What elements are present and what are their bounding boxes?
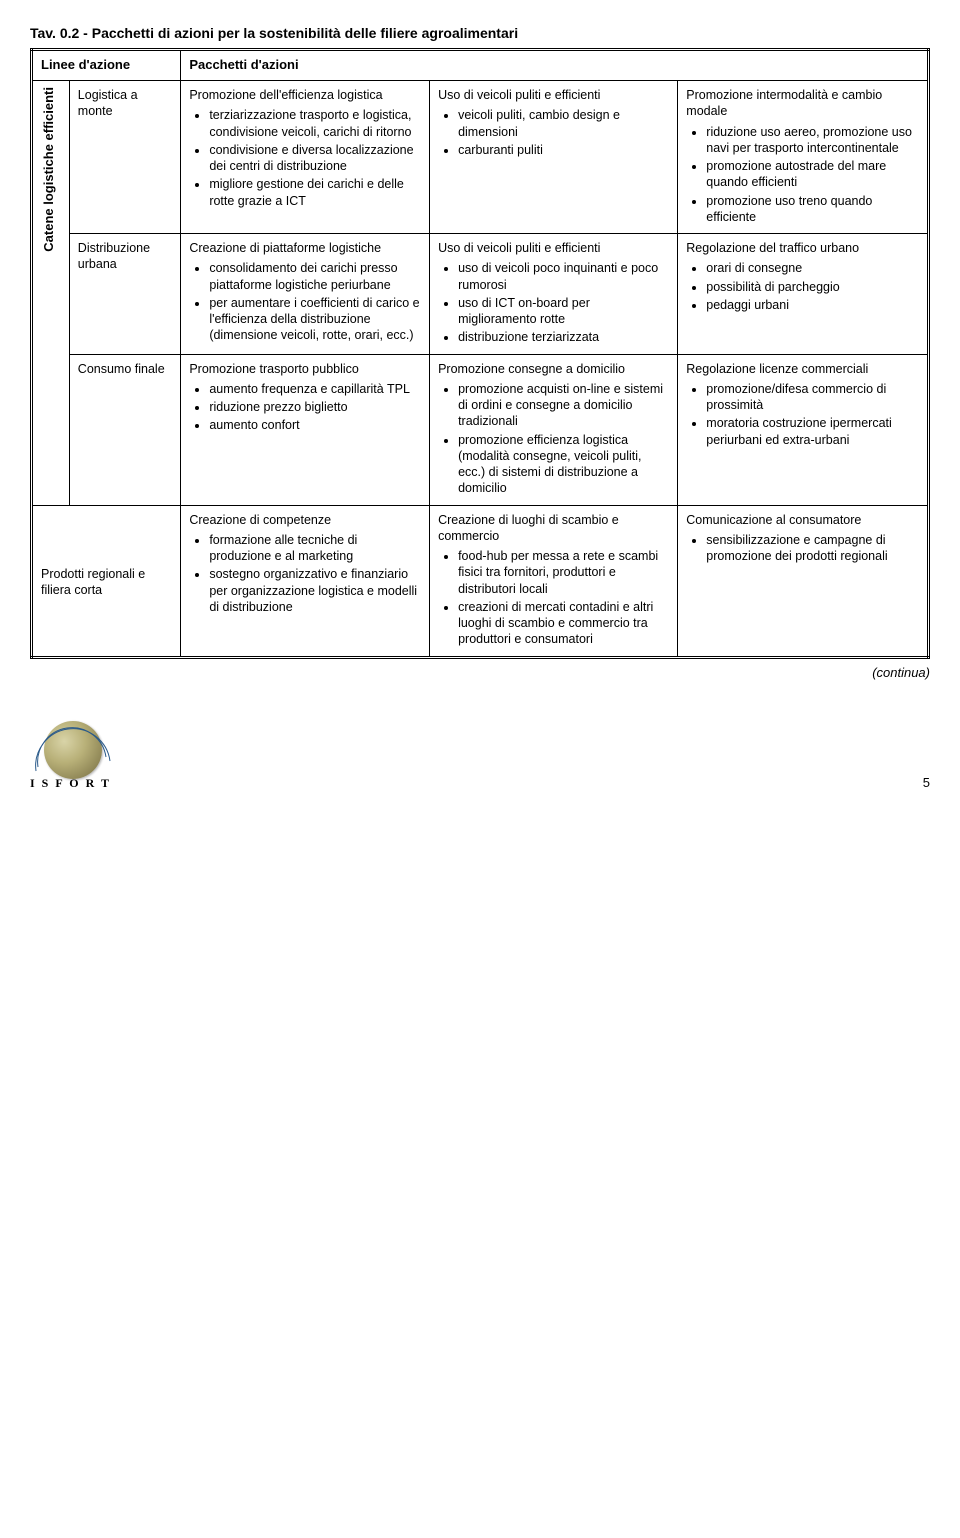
vertical-label: Catene logistiche efficienti: [41, 87, 58, 252]
list-item: per aumentare i coefficienti di carico e…: [209, 295, 421, 344]
list-item: sensibilizzazione e campagne di promozio…: [706, 532, 919, 565]
document-title: Tav. 0.2 - Pacchetti di azioni per la so…: [30, 24, 930, 42]
bullet-list: orari di consegne possibilità di parcheg…: [686, 260, 919, 313]
bullet-list: terziarizzazione trasporto e logistica, …: [189, 107, 421, 209]
list-item: aumento frequenza e capillarità TPL: [209, 381, 421, 397]
list-item: uso di ICT on-board per miglioramento ro…: [458, 295, 669, 328]
list-item: promozione efficienza logistica (modalit…: [458, 432, 669, 497]
cell: Uso di veicoli puliti e efficienti veico…: [430, 81, 678, 234]
list-item: promozione uso treno quando efficiente: [706, 193, 919, 226]
list-item: riduzione uso aereo, promozione uso navi…: [706, 124, 919, 157]
header-pacchetti: Pacchetti d'azioni: [181, 50, 929, 81]
cell-heading: Promozione trasporto pubblico: [189, 361, 421, 377]
list-item: pedaggi urbani: [706, 297, 919, 313]
list-item: moratoria costruzione ipermercati periur…: [706, 415, 919, 448]
list-item: promozione/difesa commercio di prossimit…: [706, 381, 919, 414]
list-item: creazioni di mercati contadini e altri l…: [458, 599, 669, 648]
page-number: 5: [923, 775, 930, 792]
list-item: condivisione e diversa localizzazione de…: [209, 142, 421, 175]
cell-heading: Creazione di piattaforme logistiche: [189, 240, 421, 256]
list-item: terziarizzazione trasporto e logistica, …: [209, 107, 421, 140]
list-item: migliore gestione dei carichi e delle ro…: [209, 176, 421, 209]
table-row: Catene logistiche efficienti Logistica a…: [32, 81, 929, 234]
table-row: Consumo finale Promozione trasporto pubb…: [32, 354, 929, 505]
row-label: Consumo finale: [69, 354, 181, 505]
cell: Comunicazione al consumatore sensibilizz…: [678, 505, 929, 657]
vertical-label-cell: Catene logistiche efficienti: [32, 81, 70, 506]
cell: Regolazione licenze commerciali promozio…: [678, 354, 929, 505]
cell-heading: Promozione dell'efficienza logistica: [189, 87, 421, 103]
cell-heading: Regolazione licenze commerciali: [686, 361, 919, 377]
cell: Regolazione del traffico urbano orari di…: [678, 234, 929, 355]
list-item: veicoli puliti, cambio design e dimensio…: [458, 107, 669, 140]
cell-heading: Creazione di competenze: [189, 512, 421, 528]
header-row: Linee d'azione Pacchetti d'azioni: [32, 50, 929, 81]
list-item: sostegno organizzativo e finanziario per…: [209, 566, 421, 615]
bullet-list: sensibilizzazione e campagne di promozio…: [686, 532, 919, 565]
continua-label: (continua): [30, 665, 930, 682]
cell-heading: Regolazione del traffico urbano: [686, 240, 919, 256]
list-item: promozione autostrade del mare quando ef…: [706, 158, 919, 191]
list-item: food-hub per messa a rete e scambi fisic…: [458, 548, 669, 597]
main-table: Linee d'azione Pacchetti d'azioni Catene…: [30, 48, 930, 658]
table-row: Distribuzione urbana Creazione di piatta…: [32, 234, 929, 355]
cell-heading: Uso di veicoli puliti e efficienti: [438, 240, 669, 256]
row-label: Prodotti regionali e filiera corta: [32, 505, 181, 657]
list-item: formazione alle tecniche di produzione e…: [209, 532, 421, 565]
bullet-list: consolidamento dei carichi presso piatta…: [189, 260, 421, 343]
cell-heading: Creazione di luoghi di scambio e commerc…: [438, 512, 669, 545]
list-item: distribuzione terziarizzata: [458, 329, 669, 345]
bullet-list: uso di veicoli poco inquinanti e poco ru…: [438, 260, 669, 345]
bullet-list: riduzione uso aereo, promozione uso navi…: [686, 124, 919, 226]
cell-heading: Promozione intermodalità e cambio modale: [686, 87, 919, 120]
row-label: Logistica a monte: [69, 81, 181, 234]
cell: Creazione di piattaforme logistiche cons…: [181, 234, 430, 355]
cell-heading: Promozione consegne a domicilio: [438, 361, 669, 377]
bullet-list: formazione alle tecniche di produzione e…: [189, 532, 421, 615]
cell-heading: Comunicazione al consumatore: [686, 512, 919, 528]
bullet-list: food-hub per messa a rete e scambi fisic…: [438, 548, 669, 648]
table-row: Prodotti regionali e filiera corta Creaz…: [32, 505, 929, 657]
logo: I S F O R T: [30, 721, 120, 791]
logo-arc-icon: [30, 721, 116, 779]
bullet-list: promozione acquisti on-line e sistemi di…: [438, 381, 669, 497]
header-linee: Linee d'azione: [32, 50, 181, 81]
cell-heading: Uso di veicoli puliti e efficienti: [438, 87, 669, 103]
cell: Promozione dell'efficienza logistica ter…: [181, 81, 430, 234]
list-item: promozione acquisti on-line e sistemi di…: [458, 381, 669, 430]
bullet-list: veicoli puliti, cambio design e dimensio…: [438, 107, 669, 158]
list-item: possibilità di parcheggio: [706, 279, 919, 295]
cell: Promozione consegne a domicilio promozio…: [430, 354, 678, 505]
list-item: aumento confort: [209, 417, 421, 433]
row-label: Distribuzione urbana: [69, 234, 181, 355]
footer: I S F O R T 5: [30, 721, 930, 791]
list-item: uso di veicoli poco inquinanti e poco ru…: [458, 260, 669, 293]
list-item: orari di consegne: [706, 260, 919, 276]
list-item: carburanti puliti: [458, 142, 669, 158]
cell: Creazione di luoghi di scambio e commerc…: [430, 505, 678, 657]
bullet-list: aumento frequenza e capillarità TPL ridu…: [189, 381, 421, 434]
cell: Uso di veicoli puliti e efficienti uso d…: [430, 234, 678, 355]
list-item: riduzione prezzo biglietto: [209, 399, 421, 415]
bullet-list: promozione/difesa commercio di prossimit…: [686, 381, 919, 448]
brand-label: I S F O R T: [30, 776, 111, 792]
cell: Promozione intermodalità e cambio modale…: [678, 81, 929, 234]
cell: Creazione di competenze formazione alle …: [181, 505, 430, 657]
list-item: consolidamento dei carichi presso piatta…: [209, 260, 421, 293]
cell: Promozione trasporto pubblico aumento fr…: [181, 354, 430, 505]
